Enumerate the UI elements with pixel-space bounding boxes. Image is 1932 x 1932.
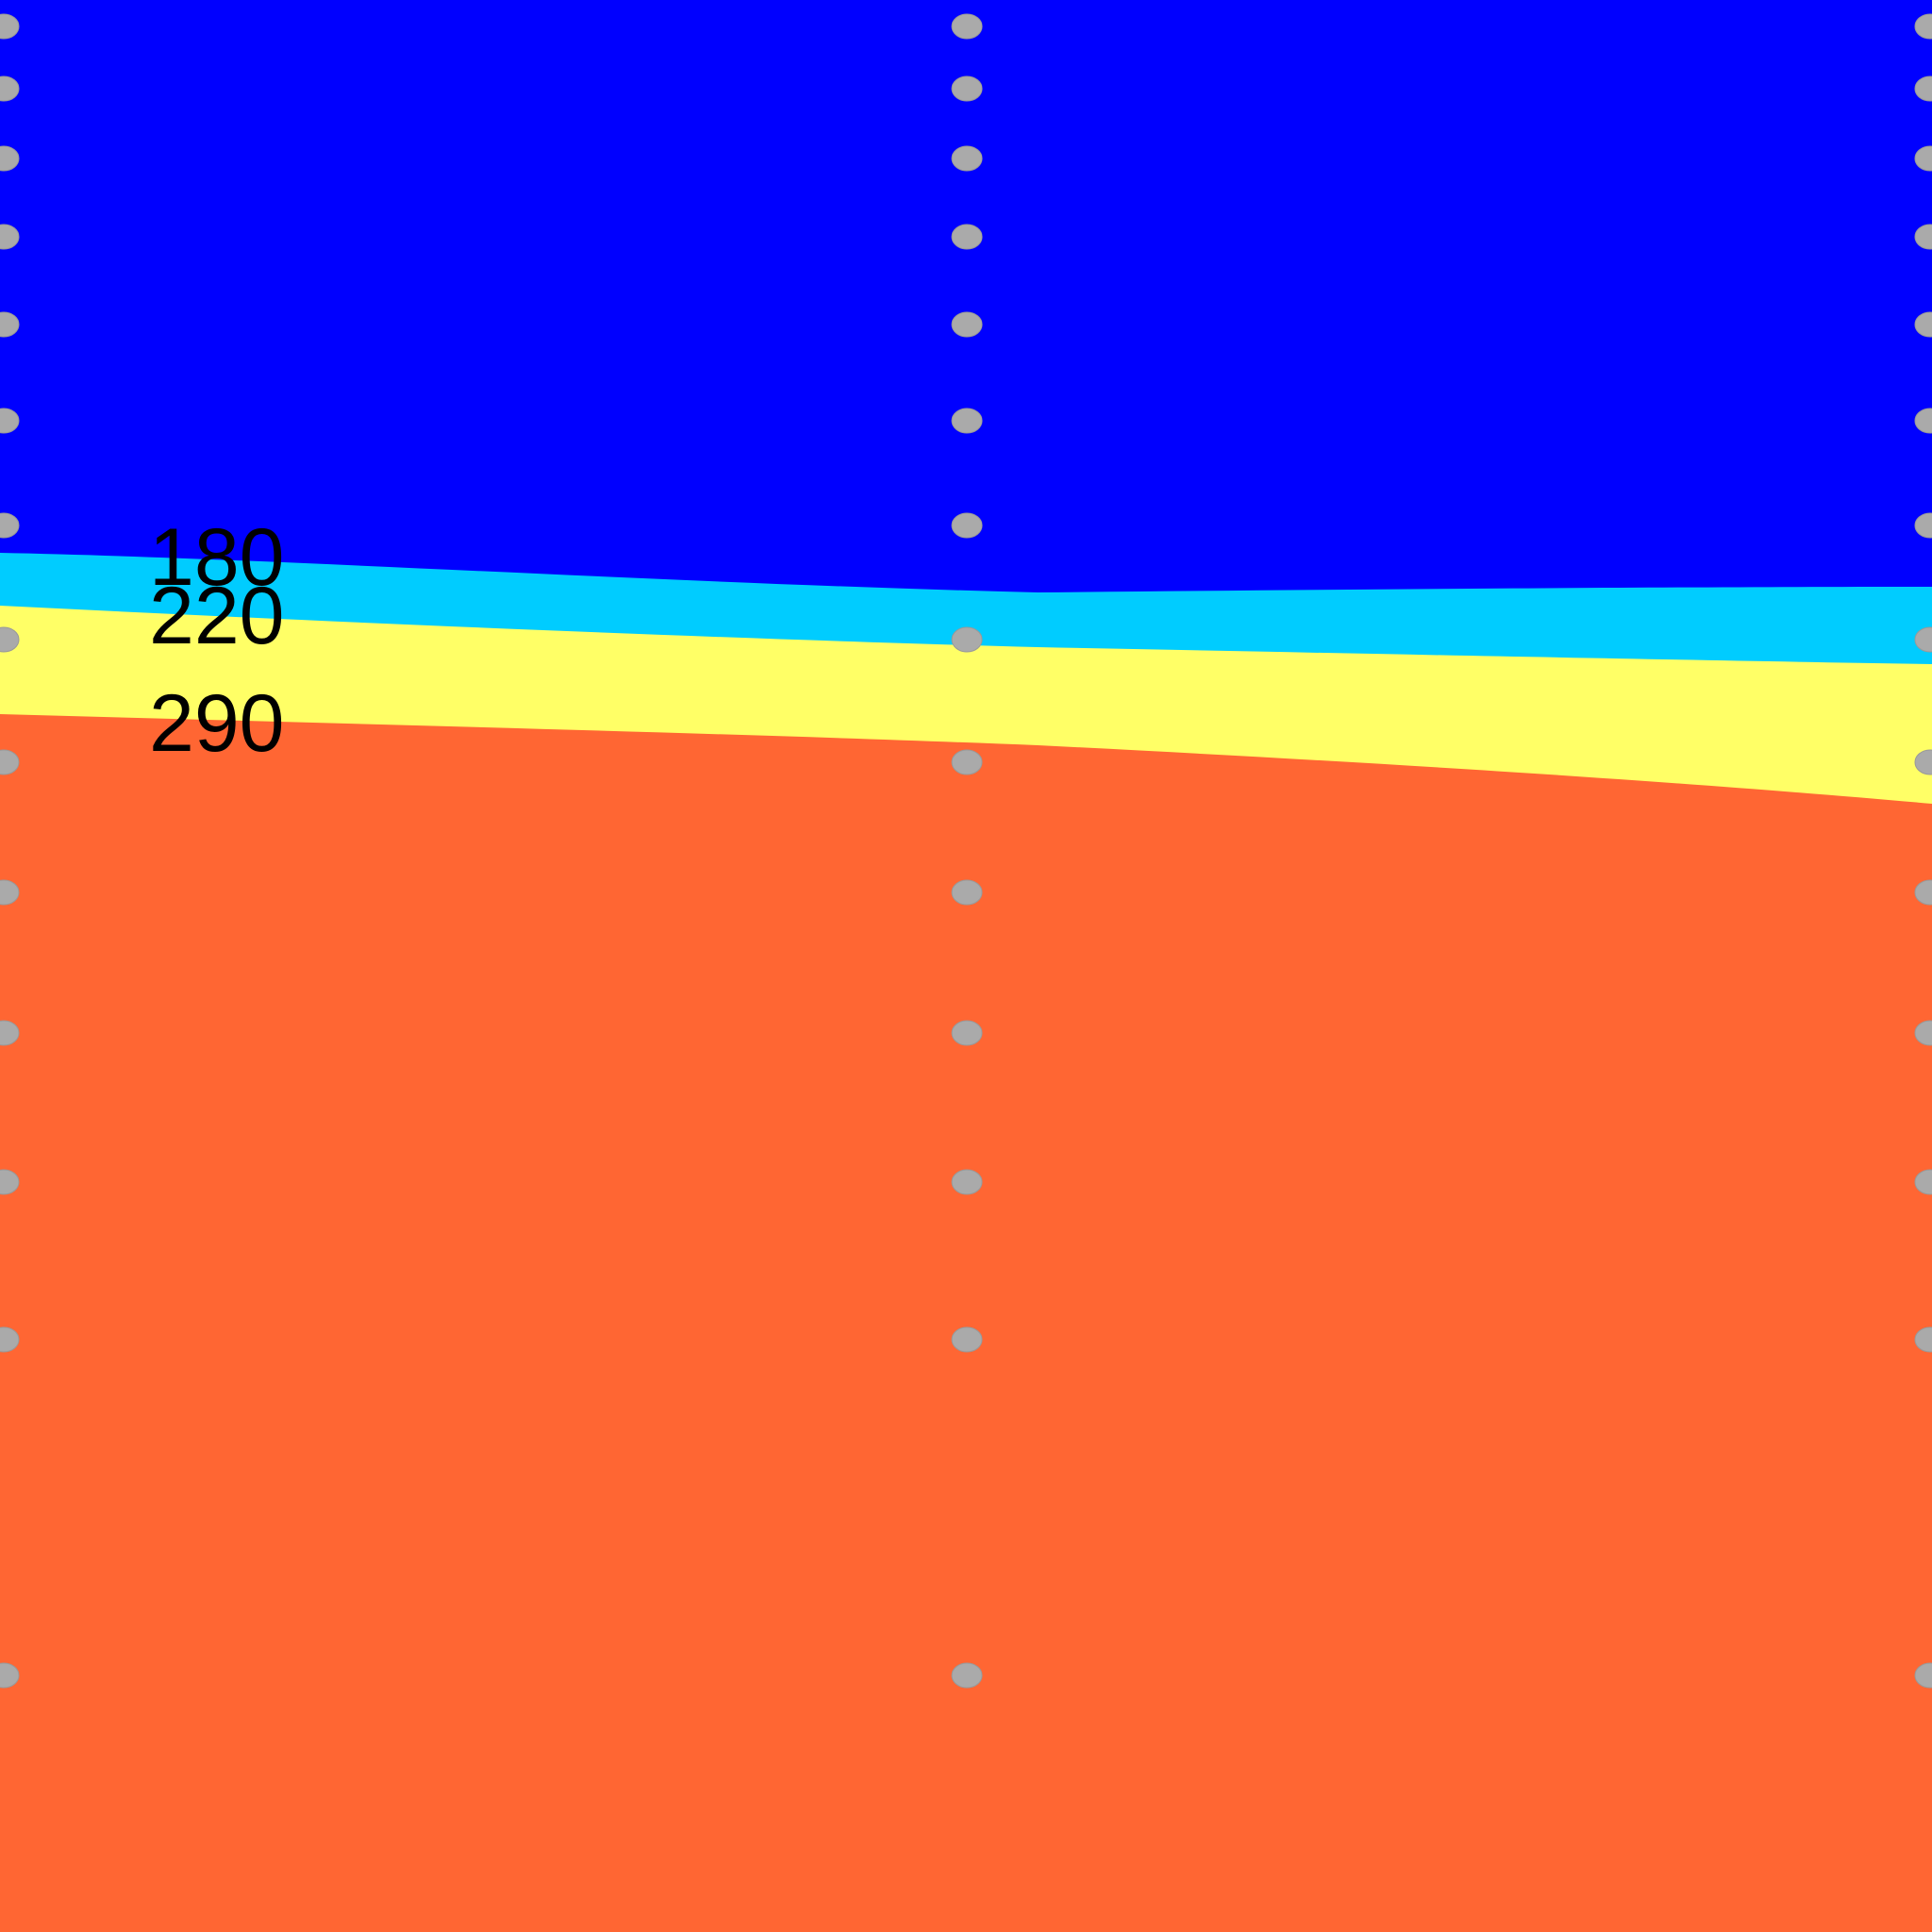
data-point-marker — [951, 75, 983, 102]
data-point-marker — [951, 1326, 983, 1353]
data-point-marker — [951, 1169, 983, 1195]
data-point-marker — [951, 626, 983, 653]
data-point-marker — [1914, 1662, 1932, 1689]
data-point-marker — [0, 1169, 20, 1195]
data-point-marker — [0, 145, 20, 172]
data-point-marker — [951, 1020, 983, 1046]
data-point-marker — [0, 408, 20, 434]
data-point-marker — [1914, 1020, 1932, 1046]
data-point-marker — [1914, 408, 1932, 434]
data-point-marker — [0, 1326, 20, 1353]
data-point-marker — [0, 13, 20, 40]
data-point-marker — [0, 879, 20, 906]
data-point-marker — [951, 879, 983, 906]
data-point-marker — [0, 626, 20, 653]
data-point-marker — [1914, 749, 1932, 775]
data-point-marker — [0, 1662, 20, 1689]
data-point-marker — [951, 13, 983, 40]
data-point-marker — [1914, 1326, 1932, 1353]
contour-label-220: 220 — [149, 571, 285, 661]
data-point-marker — [0, 224, 20, 250]
data-point-marker — [951, 145, 983, 172]
data-point-marker — [951, 224, 983, 250]
band-highest — [0, 714, 1932, 1932]
data-point-marker — [1914, 224, 1932, 250]
data-point-marker — [1914, 75, 1932, 102]
data-point-marker — [1914, 1169, 1932, 1195]
data-point-marker — [1914, 879, 1932, 906]
data-point-marker — [1914, 145, 1932, 172]
data-point-marker — [0, 311, 20, 338]
data-point-marker — [951, 408, 983, 434]
data-point-marker — [951, 749, 983, 775]
data-point-marker — [1914, 311, 1932, 338]
contour-label-180: 180 — [149, 512, 285, 603]
data-point-markers — [0, 13, 1932, 1689]
contour-label-290: 290 — [149, 678, 285, 769]
data-point-marker — [0, 75, 20, 102]
data-point-marker — [1914, 512, 1932, 539]
data-point-marker — [1914, 13, 1932, 40]
data-point-marker — [951, 311, 983, 338]
data-point-marker — [0, 512, 20, 539]
data-point-marker — [0, 1020, 20, 1046]
data-point-marker — [1914, 626, 1932, 653]
data-point-marker — [951, 1662, 983, 1689]
data-point-marker — [0, 749, 20, 775]
data-point-marker — [951, 512, 983, 539]
